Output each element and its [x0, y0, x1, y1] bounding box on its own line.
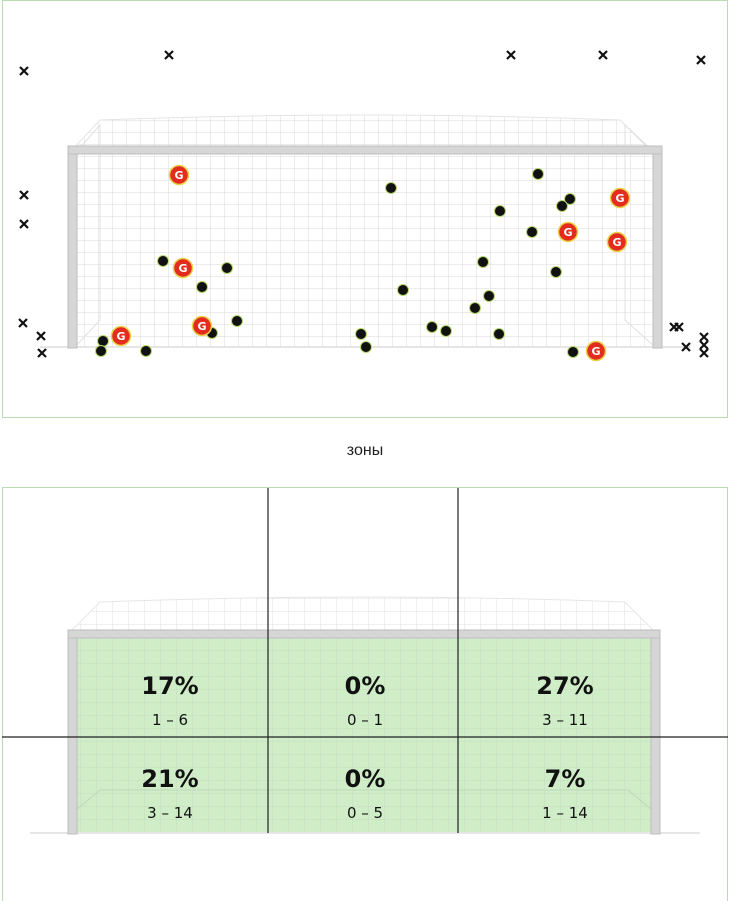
- goal-marker-circle: [557, 221, 579, 243]
- on-target-shot-marker: [532, 168, 544, 180]
- zone-top-center-range: 0 – 1: [346, 711, 384, 729]
- zone-bottom-left-pct: 21%: [141, 765, 199, 793]
- goal-marker-circle: [606, 231, 628, 253]
- on-target-shot-marker: [355, 328, 367, 340]
- goal-marker-label: G: [116, 330, 125, 343]
- on-target-shot-marker: [567, 346, 579, 358]
- goal-marker-circle: [585, 340, 607, 362]
- off-target-shot-marker: [506, 50, 516, 60]
- zone-bottom-left-range: 3 – 14: [147, 804, 193, 822]
- goal-net-top: [70, 114, 652, 151]
- goal-crossbar: [67, 145, 663, 155]
- goal-marker: G: [609, 187, 631, 209]
- zone-top-left-range: 1 – 6: [151, 711, 189, 729]
- off-target-shot-marker: [18, 318, 28, 328]
- goal-net: [76, 152, 654, 346]
- off-target-shot-marker: [164, 50, 174, 60]
- goal-marker-circle: [609, 187, 631, 209]
- off-target-shot-marker: [674, 322, 684, 332]
- on-target-shot-marker: [440, 325, 452, 337]
- zones-title: зоны: [346, 442, 384, 459]
- goal-marker: G: [606, 231, 628, 253]
- goal-marker-label: G: [174, 169, 183, 182]
- goal-marker-label: G: [612, 236, 621, 249]
- on-target-shot-marker: [526, 226, 538, 238]
- goal-marker-circle: [110, 325, 132, 347]
- off-target-shot-marker: [598, 50, 608, 60]
- zone-top-left-pct: 17%: [141, 672, 199, 700]
- goal-marker-label: G: [178, 262, 187, 275]
- on-target-shot-marker: [95, 345, 107, 357]
- off-target-shot-marker: [19, 66, 29, 76]
- on-target-shot-marker: [556, 200, 568, 212]
- off-target-shot-marker: [37, 348, 47, 358]
- zone-bottom-center-pct: 0%: [344, 765, 386, 793]
- off-target-shot-marker: [19, 219, 29, 229]
- on-target-shot-marker: [550, 266, 562, 278]
- goal-marker-label: G: [563, 226, 572, 239]
- on-target-shot-marker: [231, 315, 243, 327]
- goal-marker: G: [110, 325, 132, 347]
- on-target-shot-marker: [469, 302, 481, 314]
- goal-marker: G: [557, 221, 579, 243]
- off-target-shot-marker: [699, 340, 709, 350]
- zones-goal-net-top: [68, 596, 657, 633]
- goal-marker-label: G: [615, 192, 624, 205]
- on-target-shot-marker: [494, 205, 506, 217]
- on-target-shot-marker: [426, 321, 438, 333]
- off-target-shot-marker: [36, 331, 46, 341]
- on-target-shot-marker: [221, 262, 233, 274]
- off-target-shot-marker: [681, 342, 691, 352]
- on-target-shot-marker: [477, 256, 489, 268]
- on-target-shot-marker: [493, 328, 505, 340]
- zone-top-right-pct: 27%: [536, 672, 594, 700]
- goal-marker: G: [585, 340, 607, 362]
- on-target-shot-marker: [564, 193, 576, 205]
- goal-marker-circle: [191, 315, 213, 337]
- on-target-shot-marker: [385, 182, 397, 194]
- off-target-shot-marker: [696, 55, 706, 65]
- shot-map: G G G G G G G G: [18, 50, 709, 362]
- zone-bottom-right-range: 1 – 14: [542, 804, 588, 822]
- on-target-shot-marker: [397, 284, 409, 296]
- off-target-shot-marker: [19, 190, 29, 200]
- on-target-shot-marker: [360, 341, 372, 353]
- zone-top-right-range: 3 – 11: [542, 711, 588, 729]
- zones-goal-net: [76, 636, 652, 832]
- on-target-shot-marker: [157, 255, 169, 267]
- zone-bottom-right-pct: 7%: [544, 765, 586, 793]
- goal-marker-circle: [172, 257, 194, 279]
- zones-goal-net-floor: [75, 789, 653, 811]
- goal-marker-label: G: [197, 320, 206, 333]
- zone-bottom-center-range: 0 – 5: [346, 804, 384, 822]
- goal-marker-label: G: [591, 345, 600, 358]
- zone-top-center-pct: 0%: [344, 672, 386, 700]
- goal-marker: G: [191, 315, 213, 337]
- zones-goal-crossbar: [67, 629, 661, 639]
- on-target-shot-marker: [196, 281, 208, 293]
- goal-marker: G: [172, 257, 194, 279]
- goal-marker-circle: [168, 164, 190, 186]
- goal-marker: G: [168, 164, 190, 186]
- off-target-shot-marker: [699, 332, 709, 342]
- off-target-shot-marker: [699, 348, 709, 358]
- on-target-shot-marker: [140, 345, 152, 357]
- on-target-shot-marker: [483, 290, 495, 302]
